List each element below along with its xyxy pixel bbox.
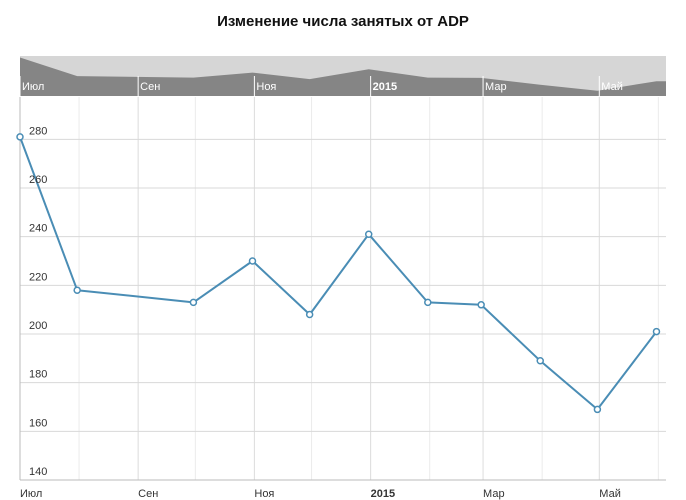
navigator-tick-label: Июл bbox=[22, 81, 44, 93]
x-tick-label: Май bbox=[599, 488, 621, 500]
x-tick-label: 2015 bbox=[371, 488, 395, 500]
y-tick-label: 220 bbox=[29, 271, 47, 283]
plot-grid bbox=[19, 97, 666, 481]
data-point bbox=[189, 298, 198, 307]
data-point bbox=[73, 286, 81, 294]
data-point bbox=[652, 327, 661, 336]
navigator-tick-label: Май bbox=[601, 81, 623, 93]
series-line bbox=[19, 136, 658, 411]
data-point bbox=[16, 133, 24, 141]
data-point bbox=[536, 357, 544, 365]
axis-labels: 140 160 180 200 220 240 260 280 Июл Сен Ноя 2015 Мар… bbox=[20, 125, 621, 500]
y-tick-label: 280 bbox=[29, 125, 47, 137]
x-tick-label: Ноя bbox=[254, 488, 274, 500]
data-point bbox=[248, 257, 257, 265]
series-layer bbox=[16, 133, 661, 414]
data-point bbox=[305, 310, 314, 319]
data-point bbox=[364, 230, 373, 238]
y-tick-label: 140 bbox=[29, 466, 47, 478]
navigator-tick-label: Сен bbox=[140, 81, 160, 93]
navigator[interactable]: Июл Сен Ноя 2015 Мар Май bbox=[19, 56, 666, 96]
y-tick-label: 160 bbox=[29, 417, 47, 429]
x-tick-label: Мар bbox=[483, 488, 505, 500]
x-tick-label: Июл bbox=[20, 488, 42, 500]
y-tick-label: 260 bbox=[29, 174, 47, 186]
navigator-tick-label: Ноя bbox=[256, 81, 276, 93]
y-tick-label: 180 bbox=[29, 369, 47, 381]
navigator-tick-label: Мар bbox=[485, 81, 507, 93]
data-point bbox=[477, 301, 485, 309]
x-tick-label: Сен bbox=[138, 488, 158, 500]
navigator-tick-label: 2015 bbox=[373, 81, 397, 93]
navigator-area bbox=[20, 57, 666, 96]
y-tick-label: 240 bbox=[29, 223, 47, 235]
y-tick-label: 200 bbox=[29, 320, 47, 332]
data-point bbox=[593, 405, 602, 414]
data-point bbox=[424, 298, 432, 307]
chart-title: Изменение числа занятых от ADP bbox=[217, 13, 469, 30]
